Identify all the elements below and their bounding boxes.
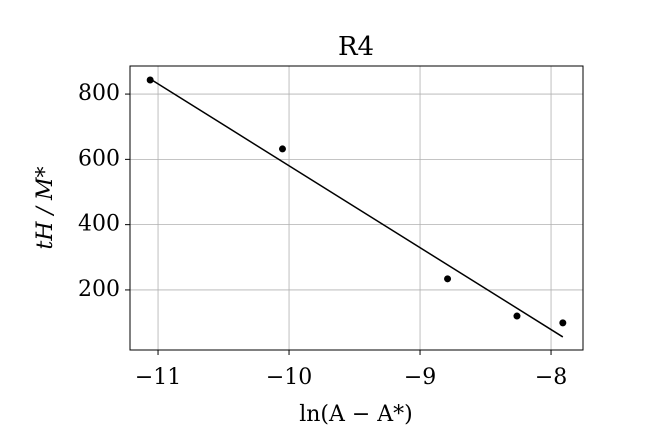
fit-line	[148, 77, 564, 338]
data-point	[513, 312, 521, 320]
y-tick-label: 400	[78, 212, 120, 237]
y-tick-label: 600	[78, 146, 120, 171]
x-tick-label: −11	[135, 365, 181, 390]
x-tick-label: −10	[266, 365, 312, 390]
x-tick-label: −8	[535, 365, 567, 390]
data-point	[146, 76, 154, 84]
data-point	[559, 319, 567, 327]
data-point	[444, 275, 452, 283]
data-point	[278, 145, 286, 153]
chart-title: R4	[338, 32, 374, 62]
y-tick-label: 200	[78, 277, 120, 302]
x-tick-label: −9	[404, 365, 436, 390]
x-axis-label: ln(A − A*)	[299, 402, 413, 427]
y-tick-label: 800	[78, 81, 120, 106]
plot-frame	[129, 65, 584, 351]
y-axis-label: tH / M*	[33, 167, 58, 250]
